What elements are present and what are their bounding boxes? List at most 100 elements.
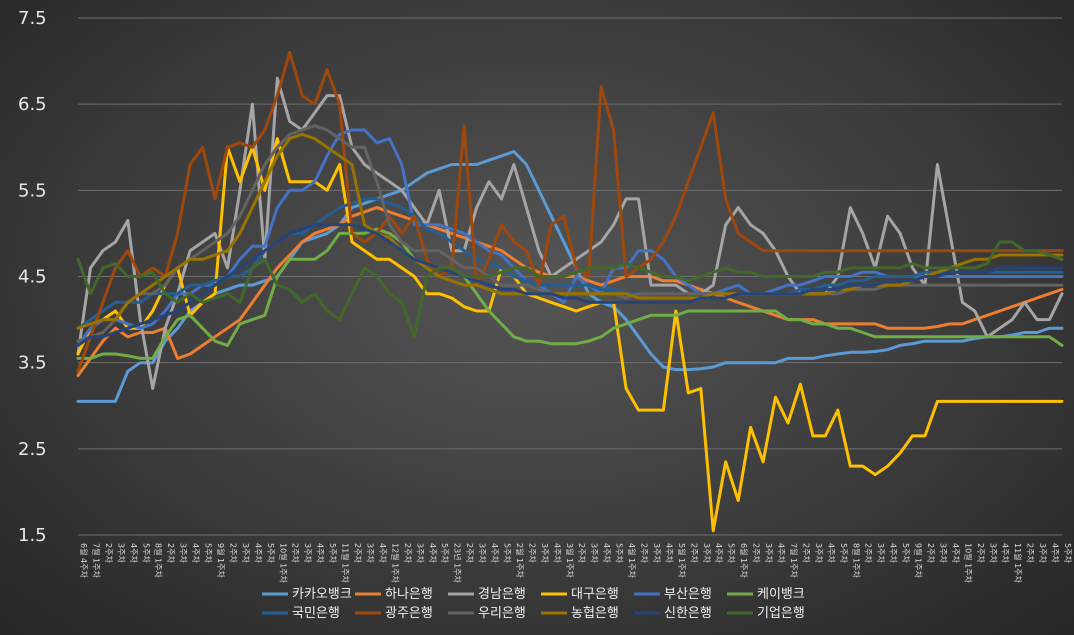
x-tick-label: 5주차 <box>266 543 275 563</box>
x-axis-ticks: 6월 4주차 7월 1주차 2주차 3주차 4주차 5주차 8월 1주차 2주차 3주차 4주차 5… <box>79 543 1072 584</box>
legend-label-3: 대구은행 <box>571 586 619 602</box>
legend-label-0: 카카오뱅크 <box>292 587 352 602</box>
y-axis-ticks: 1.5 2.5 3.5 4.5 5.5 6.5 7.5 <box>18 8 47 546</box>
legend-label-5: 케이뱅크 <box>757 587 805 602</box>
x-tick-label: 4주차 <box>428 543 437 563</box>
series-line-5 <box>76 227 1064 360</box>
x-tick-label: 4월 1주차 <box>627 543 637 578</box>
x-tick-label: 4주차 <box>253 543 262 563</box>
x-tick-label: 6월 4주차 <box>79 543 89 578</box>
x-tick-label: 2주차 <box>926 543 935 563</box>
x-tick-label: 3주차 <box>478 543 487 563</box>
x-tick-label: 8월 1주차 <box>154 543 164 578</box>
x-tick-label: 2주차 <box>752 543 761 563</box>
legend-label-1: 하나은행 <box>385 586 433 602</box>
x-tick-label: 2주차 <box>166 543 175 563</box>
x-tick-label: 3주차 <box>303 543 312 563</box>
x-tick-label: 4주차 <box>602 543 611 563</box>
x-tick-label: 23년 1주차 <box>453 543 463 584</box>
x-tick-label: 2주차 <box>864 543 873 563</box>
x-tick-label: 3주차 <box>241 543 250 563</box>
x-tick-label: 3주차 <box>116 543 125 563</box>
x-tick-label: 3주차 <box>179 543 188 563</box>
x-tick-label: 2주차 <box>1026 543 1035 563</box>
legend-label-9: 농협은행 <box>571 605 619 621</box>
x-tick-label: 4주차 <box>1001 543 1010 563</box>
x-tick-label: 5주차 <box>440 543 449 563</box>
x-tick-label: 4주차 <box>714 543 723 563</box>
x-tick-label: 3주차 <box>652 543 661 563</box>
x-tick-label: 2주차 <box>689 543 698 563</box>
series-line-3 <box>76 137 1064 533</box>
x-tick-label: 5주차 <box>727 543 736 563</box>
y-tick-label: 3.5 <box>18 353 47 374</box>
x-tick-label: 4주차 <box>664 543 673 563</box>
x-tick-label: 9월 1주차 <box>216 543 226 578</box>
y-tick-label: 6.5 <box>18 94 47 115</box>
x-tick-label: 3주차 <box>540 543 549 563</box>
x-tick-label: 3주차 <box>764 543 773 563</box>
series-lines <box>76 51 1064 533</box>
x-tick-label: 11월 1주차 <box>341 543 351 584</box>
x-tick-label: 4주차 <box>378 543 387 563</box>
series-line-7 <box>76 51 1064 373</box>
x-tick-label: 4주차 <box>490 543 499 563</box>
x-tick-label: 4주차 <box>951 543 960 563</box>
legend-label-11: 기업은행 <box>757 605 805 621</box>
legend-label-4: 부산은행 <box>664 586 712 602</box>
y-tick-label: 7.5 <box>18 8 47 29</box>
x-tick-label: 4주차 <box>129 543 138 563</box>
x-tick-label: 5주차 <box>141 543 150 563</box>
series-line-0 <box>76 150 1064 403</box>
legend-label-2: 경남은행 <box>478 586 526 602</box>
x-tick-label: 11월 1주차 <box>1013 543 1023 584</box>
x-tick-label: 6월 1주차 <box>739 543 749 578</box>
x-tick-label: 12월 1주차 <box>390 543 400 584</box>
x-tick-label: 7월 1주차 <box>789 543 799 578</box>
x-tick-label: 9월 1주차 <box>914 543 924 578</box>
x-tick-label: 4주차 <box>552 543 561 563</box>
legend-label-8: 우리은행 <box>478 605 526 621</box>
x-tick-label: 3주차 <box>415 543 424 563</box>
legend-label-10: 신한은행 <box>664 605 712 621</box>
x-tick-label: 5주차 <box>901 543 910 563</box>
x-tick-label: 3주차 <box>1038 543 1047 563</box>
x-tick-label: 5주차 <box>328 543 337 563</box>
x-tick-label: 4주차 <box>777 543 786 563</box>
x-tick-label: 3주차 <box>938 543 947 563</box>
x-tick-label: 5주차 <box>615 543 624 563</box>
x-tick-label: 3주차 <box>590 543 599 563</box>
x-tick-label: 4주차 <box>191 543 200 563</box>
y-tick-label: 1.5 <box>18 525 47 546</box>
x-tick-label: 7월 1주차 <box>91 543 101 578</box>
x-tick-label: 8월 1주차 <box>851 543 861 578</box>
legend-label-7: 광주은행 <box>385 605 433 621</box>
x-tick-label: 3주차 <box>814 543 823 563</box>
x-tick-label: 2월 1주차 <box>515 543 525 578</box>
y-tick-label: 4.5 <box>18 267 47 288</box>
x-tick-label: 2주차 <box>353 543 362 563</box>
y-tick-label: 5.5 <box>18 180 47 201</box>
x-tick-label: 2주차 <box>104 543 113 563</box>
x-tick-label: 2주차 <box>228 543 237 563</box>
x-tick-label: 10월 1주차 <box>963 543 973 584</box>
x-tick-label: 3주차 <box>988 543 997 563</box>
x-tick-label: 3주차 <box>876 543 885 563</box>
x-tick-label: 5주차 <box>839 543 848 563</box>
x-tick-label: 4주차 <box>316 543 325 563</box>
series-line-1 <box>76 206 1064 378</box>
x-tick-label: 4주차 <box>826 543 835 563</box>
x-tick-label: 2주차 <box>403 543 412 563</box>
x-tick-label: 2주차 <box>801 543 810 563</box>
x-tick-label: 2주차 <box>527 543 536 563</box>
x-tick-label: 2주차 <box>976 543 985 563</box>
x-tick-label: 3주차 <box>702 543 711 563</box>
x-tick-label: 5주차 <box>502 543 511 563</box>
x-tick-label: 5주차 <box>1063 543 1072 563</box>
y-tick-label: 2.5 <box>18 439 47 460</box>
x-tick-label: 3주차 <box>365 543 374 563</box>
series-line-6 <box>76 197 1064 330</box>
legend-label-6: 국민은행 <box>292 605 340 621</box>
